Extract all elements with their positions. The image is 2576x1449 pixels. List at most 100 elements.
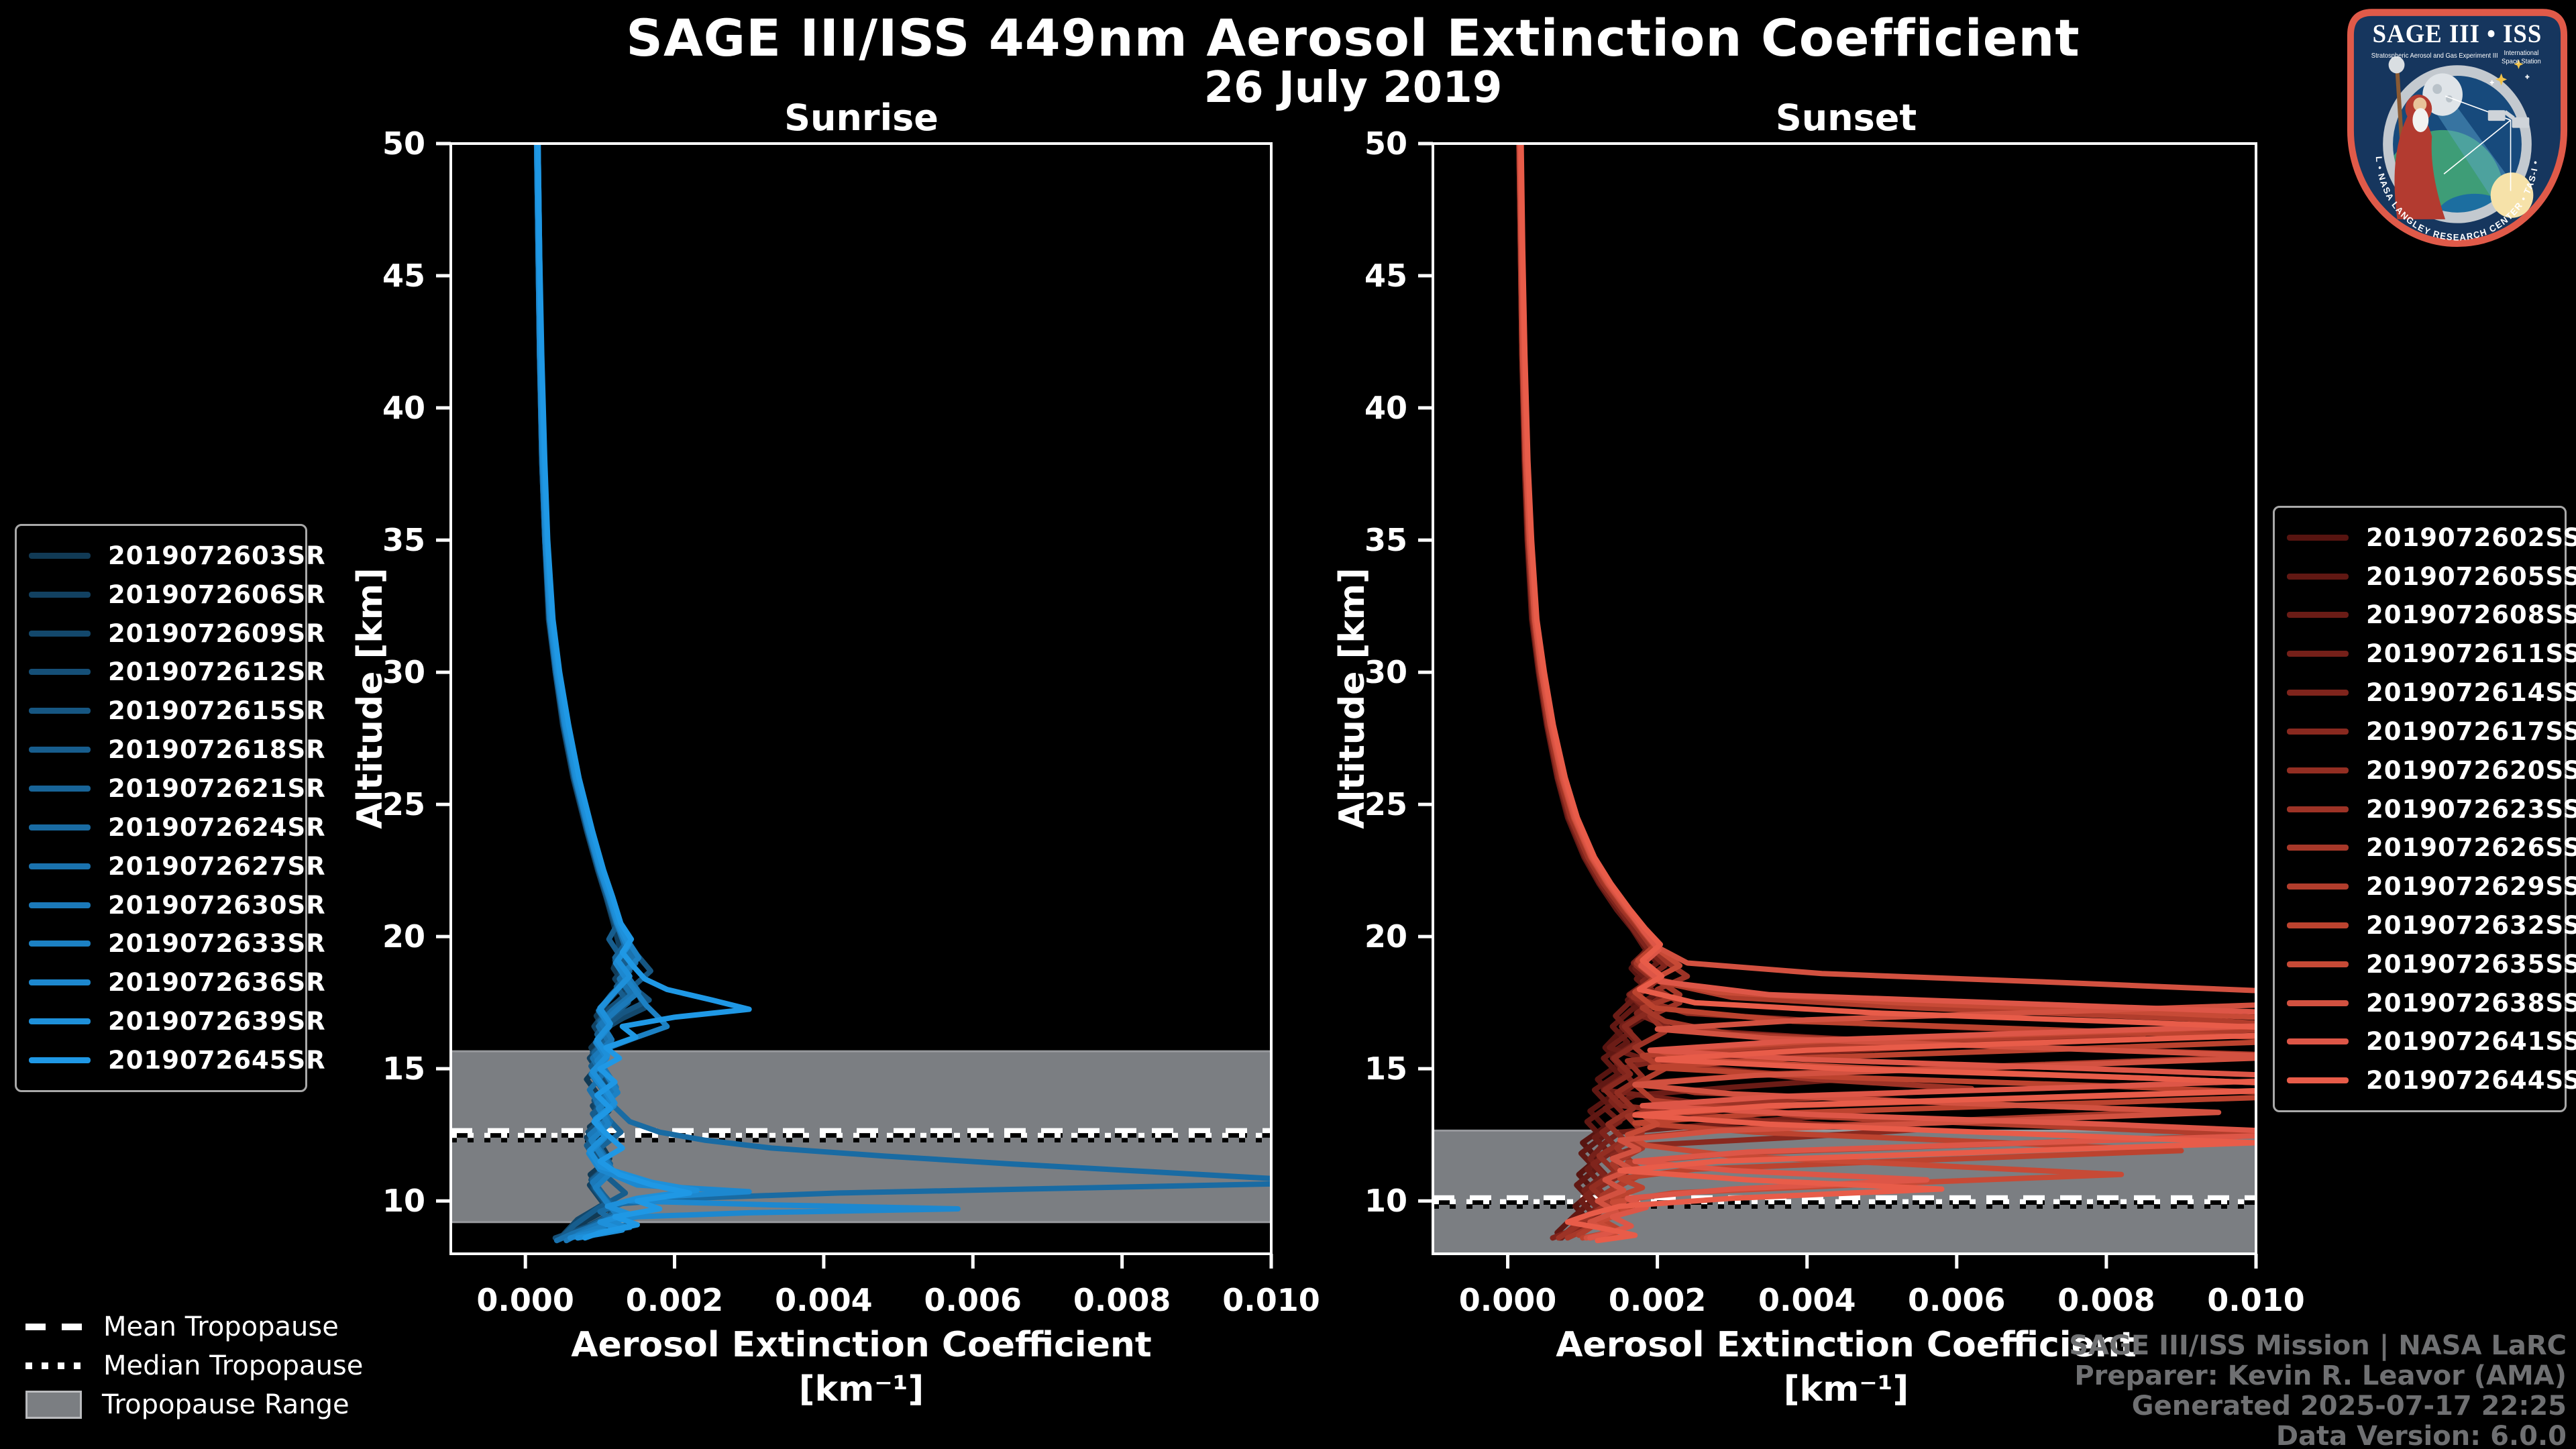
sunrise-plot-area	[451, 144, 1271, 1244]
moon-icon	[2422, 73, 2463, 116]
legend-line-sample-icon	[29, 552, 91, 559]
father-time-figure	[2388, 56, 2446, 219]
legend-line-sample-icon	[29, 669, 91, 676]
star-icon	[2496, 59, 2524, 86]
legend-line-sample-icon	[2287, 728, 2349, 735]
logo-subtitle-space-station: Space Station	[2502, 58, 2541, 65]
legend-item: 2019072611SS	[2277, 639, 2576, 668]
x-tick-label: 0.010	[2207, 1282, 2305, 1318]
profile-2019072645SR	[535, 144, 752, 1241]
legend-item-label: 2019072603SR	[108, 541, 326, 570]
legend-item: 2019072620SS	[2277, 756, 2576, 785]
legend-item-label: 2019072617SS	[2366, 716, 2576, 746]
y-tick-label: 25	[382, 786, 425, 822]
legend-line-sample-icon	[2287, 534, 2349, 541]
legend-item: 2019072632SS	[2277, 911, 2576, 940]
legend-item: 2019072621SR	[19, 774, 325, 803]
legend-item-label: 2019072635SS	[2366, 949, 2576, 979]
legend-item: 2019072627SR	[19, 852, 325, 881]
legend-item: 2019072618SR	[19, 735, 325, 764]
legend-item: 2019072608SS	[2277, 600, 2576, 629]
date-subtitle: 26 July 2019	[1203, 63, 1503, 113]
legend-item: 2019072638SS	[2277, 989, 2576, 1018]
legend-item-label: 2019072641SS	[2366, 1027, 2576, 1057]
light-beam	[2430, 89, 2518, 207]
sunset-panel-title: Sunset	[1775, 97, 1917, 139]
tropopause-legend-label: Mean Tropopause	[103, 1311, 339, 1342]
legend-line-sample-icon	[2287, 806, 2349, 812]
x-tick-label: 0.006	[1908, 1282, 2006, 1318]
legend-item: 2019072609SR	[19, 619, 325, 648]
y-tick-label: 45	[382, 258, 425, 294]
x-tick-label: 0.008	[1073, 1282, 1171, 1318]
credit-preparer: Preparer: Kevin R. Leavor (AMA)	[2074, 1360, 2567, 1391]
y-tick-label: 15	[382, 1051, 425, 1087]
dashed-line-sample-icon	[25, 1324, 83, 1330]
legend-item-label: 2019072645SR	[108, 1046, 326, 1075]
legend-item: 2019072612SR	[19, 657, 325, 686]
legend-item: 2019072633SR	[19, 929, 325, 958]
y-tick-label: 30	[1364, 654, 1407, 690]
legend-item-label: 2019072605SS	[2366, 561, 2576, 591]
legend-line-sample-icon	[2287, 883, 2349, 890]
iss-icon	[2487, 110, 2530, 128]
x-tick-label: 0.000	[1459, 1282, 1557, 1318]
legend-line-sample-icon	[2287, 573, 2349, 580]
legend-item-label: 2019072615SR	[108, 696, 326, 726]
legend-item: 2019072606SR	[19, 580, 325, 609]
legend-item-label: 2019072614SS	[2366, 678, 2576, 708]
legend-item: 2019072636SR	[19, 968, 325, 997]
sunset-plot-area	[1433, 144, 2256, 1254]
tropopause-legend-row-range: Tropopause Range	[25, 1389, 363, 1420]
legend-line-sample-icon	[29, 941, 91, 947]
legend-line-sample-icon	[29, 1057, 91, 1064]
legend-item-label: 2019072602SS	[2366, 523, 2576, 552]
sunrise-legend: 2019072603SR 2019072606SR 2019072609SR 2019…	[15, 524, 325, 1092]
y-tick-label: 20	[382, 918, 425, 955]
legend-item-label: 2019072639SR	[108, 1007, 326, 1036]
band-sample-icon	[25, 1391, 82, 1419]
x-tick-label: 0.006	[924, 1282, 1022, 1318]
x-axis-label-line2: [km⁻¹]	[1783, 1369, 1909, 1409]
logo-subtitle-international: International	[2504, 50, 2538, 57]
y-tick-label: 25	[1364, 786, 1407, 822]
legend-line-sample-icon	[2287, 651, 2349, 657]
legend-item-label: 2019072630SR	[108, 890, 326, 920]
legend-line-sample-icon	[29, 902, 91, 908]
legend-item: 2019072602SS	[2277, 523, 2576, 552]
sunrise-frame	[449, 142, 1273, 1255]
legend-line-sample-icon	[29, 591, 91, 598]
x-tick-label: 0.004	[1758, 1282, 1856, 1318]
orbit-ring-icon	[2383, 65, 2532, 223]
legend-line-sample-icon	[2287, 1077, 2349, 1084]
legend-item: 2019072630SR	[19, 891, 325, 920]
credit-mission: SAGE III/ISS Mission | NASA LaRC	[2069, 1330, 2567, 1361]
legend-item: 2019072629SS	[2277, 872, 2576, 901]
y-tick-label: 35	[1364, 522, 1407, 558]
legend-item-label: 2019072629SS	[2366, 872, 2576, 902]
legend-item: 2019072617SS	[2277, 717, 2576, 746]
page-title: SAGE III/ISS 449nm Aerosol Extinction Co…	[626, 8, 2080, 68]
legend-item: 2019072626SS	[2277, 833, 2576, 862]
legend-line-sample-icon	[29, 708, 91, 714]
tropopause-legend: Mean Tropopause Median Tropopause Tropop…	[25, 1311, 363, 1420]
x-tick-label: 0.000	[476, 1282, 574, 1318]
x-axis-label-sunset: Aerosol Extinction Coefficient [km⁻¹]	[1377, 1323, 2316, 1411]
legend-item-label: 2019072636SR	[108, 968, 326, 998]
y-tick-label: 45	[1364, 258, 1407, 294]
legend-item: 2019072645SR	[19, 1046, 325, 1075]
x-axis-label-line1: Aerosol Extinction Coefficient	[571, 1325, 1152, 1365]
y-tick-label: 50	[1364, 125, 1407, 162]
sunrise-panel-title: Sunrise	[784, 97, 938, 139]
legend-line-sample-icon	[29, 747, 91, 753]
legend-line-sample-icon	[29, 979, 91, 986]
legend-item-label: 2019072609SR	[108, 619, 326, 648]
y-tick-label: 10	[1364, 1183, 1407, 1219]
legend-item: 2019072639SR	[19, 1007, 325, 1036]
legend-item-label: 2019072621SR	[108, 774, 326, 804]
legend-line-sample-icon	[2287, 922, 2349, 928]
logo-subtitle-left: Stratospheric Aerosol and Gas Experiment…	[2371, 52, 2498, 60]
legend-line-sample-icon	[2287, 690, 2349, 696]
legend-item: 2019072624SR	[19, 813, 325, 842]
